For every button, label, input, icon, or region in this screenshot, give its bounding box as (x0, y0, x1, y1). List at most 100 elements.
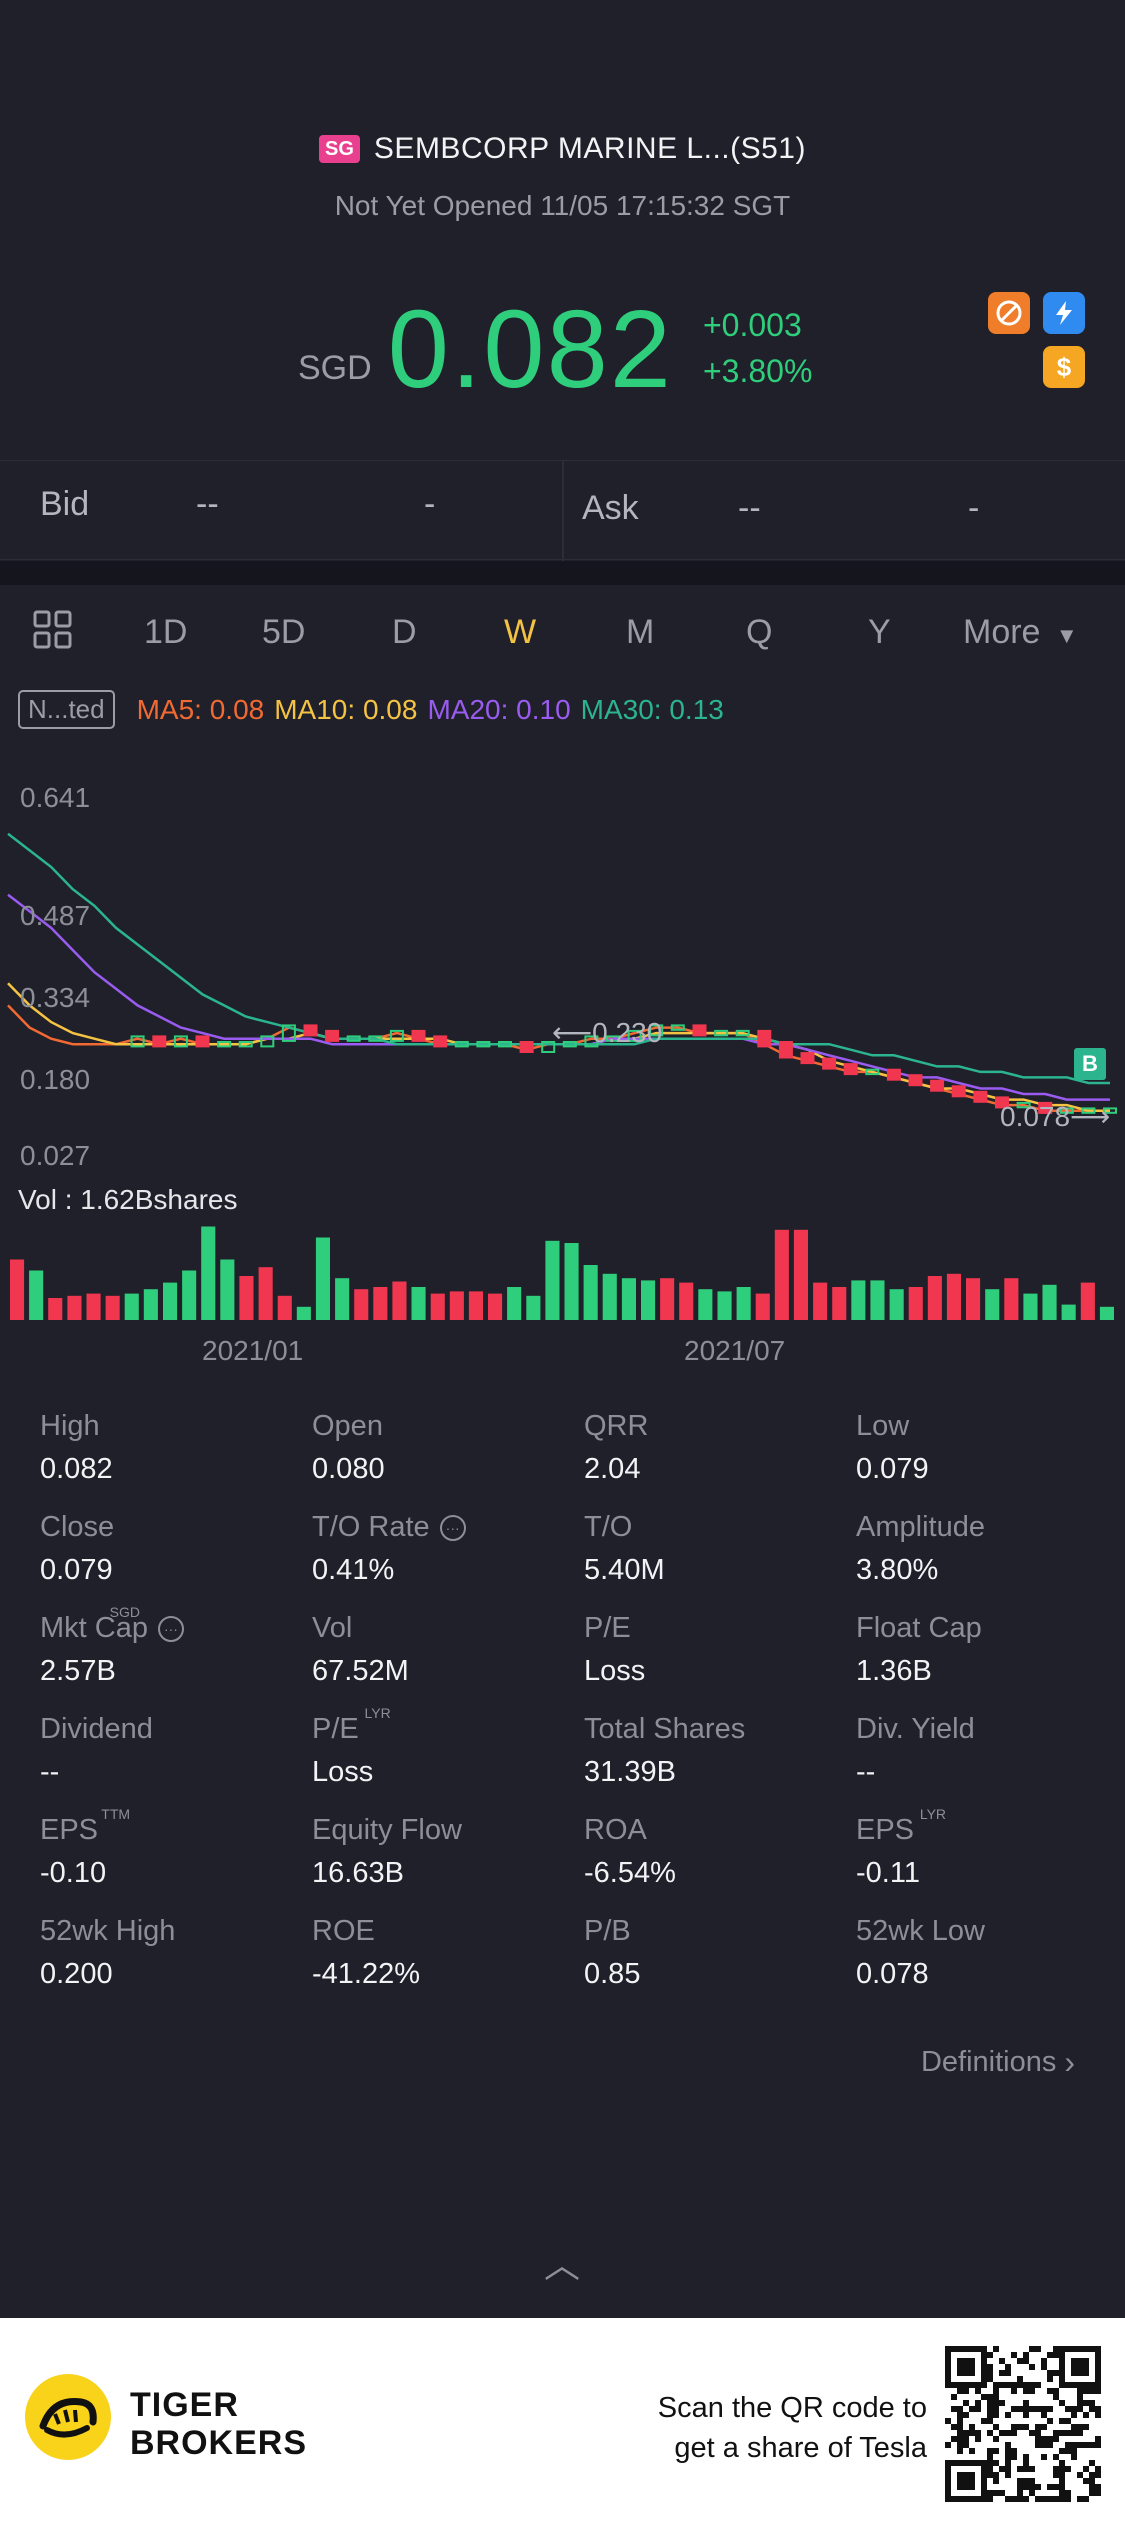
stat-label-text: Amplitude (856, 1511, 985, 1543)
tab-m[interactable]: M (626, 613, 655, 651)
candle (1081, 1107, 1096, 1114)
stat-label: Float Cap (856, 1612, 982, 1645)
candle (454, 1041, 469, 1048)
stat-value: -- (856, 1756, 876, 1788)
stat-item: Equity Flow 16.63B (312, 1814, 572, 1890)
stat-label: Open (312, 1410, 383, 1443)
stat-label: Div. Yield (856, 1713, 975, 1746)
bid-ask-bar: Bid -- - Ask -- - (0, 460, 1125, 561)
stat-value: 0.85 (584, 1958, 641, 1990)
candle (692, 1024, 707, 1037)
stat-label-text: QRR (584, 1410, 649, 1442)
candle (433, 1035, 448, 1048)
y-tick-label: 0.180 (20, 1064, 91, 1095)
adjust-mode-button[interactable]: N...ted (18, 690, 115, 729)
stat-value: -0.10 (40, 1857, 107, 1889)
dollar-icon[interactable]: $ (1043, 346, 1085, 388)
candle (778, 1041, 793, 1059)
volume-bar (985, 1289, 1000, 1320)
volume-bar (1080, 1282, 1095, 1320)
volume-chart (0, 1210, 1125, 1320)
tab-5d[interactable]: 5D (262, 613, 306, 651)
stat-item: Open 0.080 (312, 1410, 572, 1486)
ma5-value: MA5: 0.08 (136, 693, 265, 725)
y-tick-label: 0.641 (20, 782, 91, 813)
tab-w[interactable]: W (504, 613, 537, 651)
stat-label: Amplitude (856, 1511, 985, 1544)
caret-down-icon: ▼ (1055, 623, 1078, 648)
candle (217, 1041, 232, 1048)
volume-bar (411, 1287, 426, 1320)
ma20-value: MA20: 0.10 (427, 693, 571, 725)
currency-label: SGD (298, 349, 372, 387)
price-change-pct: +3.80% (702, 353, 813, 389)
tab-y[interactable]: Y (868, 613, 891, 651)
series-line-ma20 (7, 893, 1110, 1101)
promo-line-1: Scan the QR code to (657, 2392, 927, 2424)
volume-bar (966, 1278, 981, 1320)
volume-bar (793, 1229, 808, 1320)
stat-label: 52wk High (40, 1915, 175, 1948)
tab-1d[interactable]: 1D (144, 613, 188, 651)
candle (670, 1024, 685, 1031)
candle (1059, 1107, 1074, 1114)
info-icon[interactable]: ··· (439, 1515, 466, 1542)
definitions-label: Definitions (920, 2046, 1057, 2078)
stat-label-text: P/E (312, 1713, 359, 1745)
volume-bar (10, 1259, 25, 1320)
volume-bar (889, 1289, 904, 1320)
stat-label: EPS TTM (40, 1806, 130, 1847)
stat-label: 52wk Low (856, 1915, 985, 1948)
info-icon[interactable]: ··· (157, 1616, 184, 1643)
stat-label-text: EPS (40, 1814, 99, 1846)
ask-price: -- (738, 489, 761, 527)
stat-value: 0.41% (312, 1554, 395, 1586)
min-price-annotation: 0.078⟶ (1000, 1100, 1110, 1133)
stat-superscript: TTM (101, 1806, 131, 1822)
stat-label: P/E (584, 1612, 631, 1645)
stat-superscript: LYR (364, 1705, 391, 1721)
stat-superscript: SGD (109, 1604, 140, 1620)
volume-bar (48, 1298, 63, 1320)
flash-icon[interactable] (1043, 292, 1085, 334)
volume-bar (1061, 1304, 1076, 1320)
candle (995, 1096, 1009, 1109)
stat-item: Close 0.079 (40, 1511, 300, 1587)
candle (346, 1035, 361, 1042)
chevron-up-icon[interactable]: ︿ (543, 2244, 581, 2285)
stat-value: 0.079 (40, 1554, 113, 1586)
candle (649, 1024, 664, 1037)
stat-label-text: Dividend (40, 1713, 153, 1745)
tab-q[interactable]: Q (746, 613, 773, 651)
stat-label: QRR (584, 1410, 648, 1443)
volume-bar (335, 1278, 350, 1320)
ma30-value: MA30: 0.13 (580, 693, 724, 725)
volume-bar (354, 1289, 369, 1320)
volume-bar (545, 1240, 560, 1320)
stat-item: T/O Rate ··· 0.41% (312, 1511, 572, 1587)
volume-bar (946, 1273, 961, 1320)
no-short-icon[interactable] (988, 292, 1030, 334)
stat-value: -- (40, 1756, 60, 1788)
stat-item: 52wk Low 0.078 (856, 1915, 1116, 1991)
stat-item: Dividend -- (40, 1713, 300, 1789)
candle (498, 1041, 512, 1048)
stat-label-text: P/B (584, 1915, 631, 1947)
layout-grid-icon[interactable] (32, 609, 74, 656)
tab-more[interactable]: More ▼ (963, 613, 1078, 652)
definitions-link[interactable]: Definitions › (921, 2044, 1075, 2081)
title-row[interactable]: SG SEMBCORP MARINE L...(S51) (0, 132, 1125, 166)
volume-bar (449, 1291, 464, 1320)
volume-bar (182, 1270, 197, 1320)
buy-marker-badge[interactable]: B (1074, 1048, 1106, 1080)
stat-value: -41.22% (312, 1958, 421, 1990)
stat-label-text: Open (312, 1410, 383, 1442)
candle (1103, 1107, 1117, 1114)
candle (195, 1035, 210, 1048)
candle (584, 1035, 599, 1048)
stat-value: 0.080 (312, 1453, 385, 1485)
tiger-logo (25, 2374, 111, 2460)
price-chart[interactable]: 0.641 0.487 0.334 0.180 0.027 ⟵0.230 0.0… (0, 760, 1125, 1171)
candle (368, 1035, 383, 1042)
tab-d[interactable]: D (392, 613, 417, 651)
